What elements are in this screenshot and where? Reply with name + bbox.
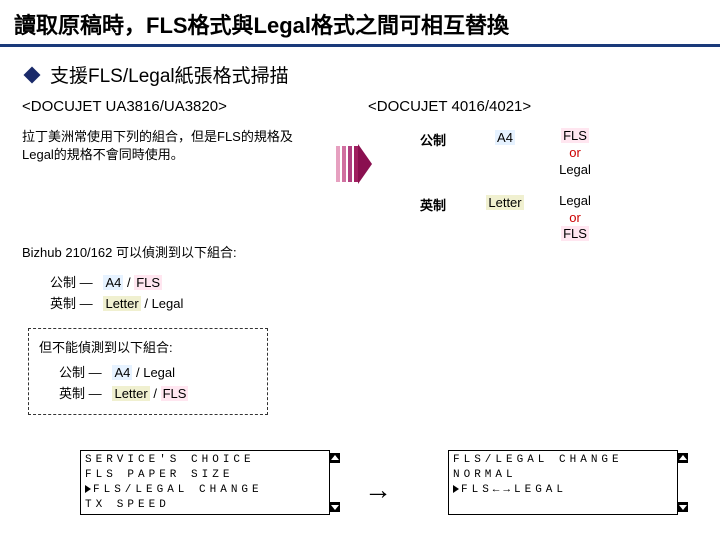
lcd-line bbox=[453, 498, 673, 513]
combo-a4: A4 bbox=[103, 275, 123, 290]
rt-legal: Legal bbox=[559, 162, 591, 177]
combo-row-imperial: 英制 — Letter / Legal bbox=[50, 293, 183, 312]
gradient-arrow-icon bbox=[336, 144, 372, 184]
rt-cell-stack: Legal or FLS bbox=[540, 193, 610, 244]
rt-legal: Legal bbox=[559, 193, 591, 208]
undetectable-box: 但不能偵測到以下組合: 公制 — A4 / Legal 英制 — Letter … bbox=[28, 328, 268, 415]
rt-cell-stack: FLS or Legal bbox=[540, 128, 610, 179]
combo-letter: Letter bbox=[103, 296, 140, 311]
scroll-up-icon bbox=[330, 453, 340, 463]
rt-cell: Letter bbox=[470, 193, 540, 210]
right-row-imperial: 英制 Letter Legal or FLS bbox=[420, 193, 610, 244]
arrow-bar bbox=[336, 146, 340, 182]
combo-fls: FLS bbox=[134, 275, 162, 290]
combo-label: 公制 — bbox=[59, 365, 102, 380]
combo-label: 英制 — bbox=[50, 296, 93, 311]
arrow-bar bbox=[342, 146, 346, 182]
lcd-line-text: FLS/LEGAL CHANGE bbox=[93, 484, 263, 496]
bullet-diamond-icon bbox=[24, 66, 41, 83]
boxed-row-imperial: 英制 — Letter / FLS bbox=[59, 383, 257, 402]
rt-letter: Letter bbox=[486, 195, 523, 210]
combo-legal: Legal bbox=[152, 296, 184, 311]
right-table: 公制 A4 FLS or Legal 英制 Letter Legal or FL… bbox=[420, 128, 610, 257]
rt-fls: FLS bbox=[561, 128, 589, 143]
description-paragraph: 拉丁美洲常使用下列的組合，但是FLS的規格及Legal的規格不會同時使用。 bbox=[22, 128, 322, 164]
lcd-screen-right: FLS/LEGAL CHANGE NORMAL FLS←→LEGAL bbox=[448, 450, 678, 515]
lcd-scroll-indicator bbox=[677, 451, 689, 514]
boxed-row-metric: 公制 — A4 / Legal bbox=[59, 362, 257, 381]
lcd-line: FLS/LEGAL CHANGE bbox=[85, 483, 325, 498]
arrow-head-icon bbox=[358, 144, 372, 184]
rt-or: or bbox=[569, 210, 581, 225]
scroll-down-icon bbox=[678, 502, 688, 512]
scroll-up-icon bbox=[678, 453, 688, 463]
page-title: 讀取原稿時，FLS格式與Legal格式之間可相互替換 bbox=[0, 0, 720, 47]
boxed-title: 但不能偵測到以下組合: bbox=[39, 337, 257, 356]
arrow-bar bbox=[348, 146, 352, 182]
lcd-line-text: FLS←→LEGAL bbox=[461, 484, 567, 496]
rt-a4: A4 bbox=[495, 130, 515, 145]
bizhub-line: Bizhub 210/162 可以偵測到以下組合: bbox=[22, 242, 302, 261]
combo-a4: A4 bbox=[112, 365, 132, 380]
rt-fls: FLS bbox=[561, 226, 589, 241]
lcd-line: FLS PAPER SIZE bbox=[85, 468, 325, 483]
rt-label: 英制 bbox=[420, 193, 470, 214]
combo-fls: FLS bbox=[161, 386, 189, 401]
lcd-line: TX SPEED bbox=[85, 498, 325, 513]
combo-label: 英制 — bbox=[59, 386, 102, 401]
boxed-combinations: 公制 — A4 / Legal 英制 — Letter / FLS bbox=[59, 362, 257, 402]
lcd-line: FLS/LEGAL CHANGE bbox=[453, 453, 673, 468]
model-left-heading: <DOCUJET UA3816/UA3820> bbox=[22, 98, 227, 115]
model-right-heading: <DOCUJET 4016/4021> bbox=[368, 98, 531, 115]
combo-row-metric: 公制 — A4 / FLS bbox=[50, 272, 183, 291]
lcd-scroll-indicator bbox=[329, 451, 341, 514]
lcd-cursor-icon bbox=[453, 485, 459, 493]
bullet-row: 支援FLS/Legal紙張格式掃描 bbox=[0, 47, 720, 94]
right-row-metric: 公制 A4 FLS or Legal bbox=[420, 128, 610, 179]
detectable-combinations: 公制 — A4 / FLS 英制 — Letter / Legal bbox=[50, 272, 183, 314]
bullet-text: 支援FLS/Legal紙張格式掃描 bbox=[50, 61, 289, 88]
rt-cell: A4 bbox=[470, 128, 540, 145]
lcd-line: FLS←→LEGAL bbox=[453, 483, 673, 498]
lcd-line: SERVICE'S CHOICE bbox=[85, 453, 325, 468]
lcd-line: NORMAL bbox=[453, 468, 673, 483]
lcd-cursor-icon bbox=[85, 485, 91, 493]
combo-label: 公制 — bbox=[50, 275, 93, 290]
combo-letter: Letter bbox=[112, 386, 149, 401]
combo-legal: Legal bbox=[143, 365, 175, 380]
scroll-down-icon bbox=[330, 502, 340, 512]
rt-or: or bbox=[569, 145, 581, 160]
transition-arrow-icon: → bbox=[364, 474, 392, 506]
rt-label: 公制 bbox=[420, 128, 470, 149]
lcd-screen-left: SERVICE'S CHOICE FLS PAPER SIZE FLS/LEGA… bbox=[80, 450, 330, 515]
